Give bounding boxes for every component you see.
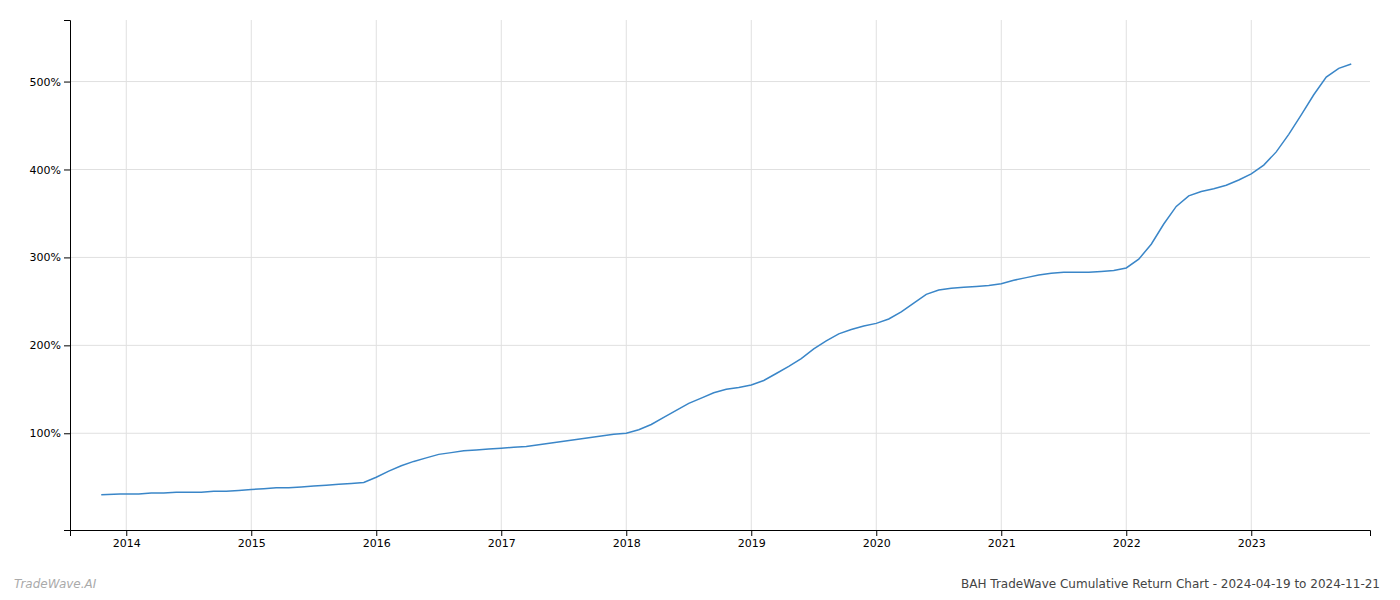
- x-tick: 2017: [488, 530, 516, 550]
- marks: [101, 64, 1351, 495]
- grid-line: [1126, 20, 1127, 530]
- y-tick-label: 200%: [30, 339, 61, 352]
- y-tick: 500%: [30, 76, 70, 89]
- grid-line: [376, 20, 377, 530]
- x-axis: 2014 2015 2016 2017 2018 2019 2020 2021 2022 2023: [71, 530, 1371, 550]
- x-tick-label: 2020: [863, 537, 891, 550]
- y-tick-label: 500%: [30, 76, 61, 89]
- y-tick-label: 300%: [30, 251, 61, 264]
- grid-line: [70, 257, 1370, 258]
- grid-line: [626, 20, 627, 530]
- x-tick-mark: [501, 530, 502, 536]
- x-tick-label: 2019: [738, 537, 766, 550]
- x-axis-line: [71, 531, 1371, 537]
- grid-line: [1251, 20, 1252, 530]
- x-tick-mark: [251, 530, 252, 536]
- y-tick-mark: [64, 82, 70, 83]
- x-tick-mark: [751, 530, 752, 536]
- x-tick: 2020: [863, 530, 891, 550]
- x-tick: 2014: [113, 530, 141, 550]
- x-tick-mark: [626, 530, 627, 536]
- x-tick-mark: [1126, 530, 1127, 536]
- y-tick-mark: [64, 345, 70, 346]
- x-tick: 2023: [1238, 530, 1266, 550]
- grid-line: [70, 345, 1370, 346]
- grid-line: [126, 20, 127, 530]
- y-tick-label: 400%: [30, 164, 61, 177]
- grid-line: [1001, 20, 1002, 530]
- x-tick-mark: [1001, 530, 1002, 536]
- x-tick-mark: [876, 530, 877, 536]
- y-axis-line: [64, 21, 71, 531]
- x-tick-label: 2023: [1238, 537, 1266, 550]
- x-tick-mark: [126, 530, 127, 536]
- x-tick-label: 2017: [488, 537, 516, 550]
- plot-area: 2014 2015 2016 2017 2018 2019 2020 2021 2022 2023…: [30, 20, 1371, 550]
- watermark: TradeWave.AI: [14, 577, 97, 591]
- grid-line: [251, 20, 252, 530]
- x-tick: 2015: [238, 530, 266, 550]
- grid: [70, 20, 1370, 530]
- grid-line: [70, 81, 1370, 82]
- x-tick-label: 2021: [988, 537, 1016, 550]
- y-axis: 100% 200% 300% 400% 500%: [30, 21, 71, 531]
- y-tick: 100%: [30, 427, 70, 440]
- y-tick: 400%: [30, 164, 70, 177]
- y-tick: 200%: [30, 339, 70, 352]
- grid-line: [751, 20, 752, 530]
- x-tick-mark: [1251, 530, 1252, 536]
- x-tick: 2021: [988, 530, 1016, 550]
- x-tick-label: 2018: [613, 537, 641, 550]
- chart: 2014 2015 2016 2017 2018 2019 2020 2021 2022 2023…: [0, 0, 1400, 600]
- y-tick-label: 100%: [30, 427, 61, 440]
- grid-line: [501, 20, 502, 530]
- grid-line: [876, 20, 877, 530]
- y-tick-mark: [64, 169, 70, 170]
- y-tick: 300%: [30, 251, 70, 264]
- x-tick-label: 2022: [1113, 537, 1141, 550]
- y-tick-mark: [64, 257, 70, 258]
- x-tick-label: 2016: [363, 537, 391, 550]
- title: BAH TradeWave Cumulative Return Chart - …: [961, 577, 1380, 591]
- x-tick-label: 2015: [238, 537, 266, 550]
- x-tick-mark: [376, 530, 377, 536]
- y-tick-mark: [64, 433, 70, 434]
- x-tick-label: 2014: [113, 537, 141, 550]
- x-tick: 2019: [738, 530, 766, 550]
- x-tick: 2022: [1113, 530, 1141, 550]
- x-tick: 2018: [613, 530, 641, 550]
- grid-line: [70, 433, 1370, 434]
- x-tick: 2016: [363, 530, 391, 550]
- line: [101, 64, 1351, 495]
- grid-line: [70, 169, 1370, 170]
